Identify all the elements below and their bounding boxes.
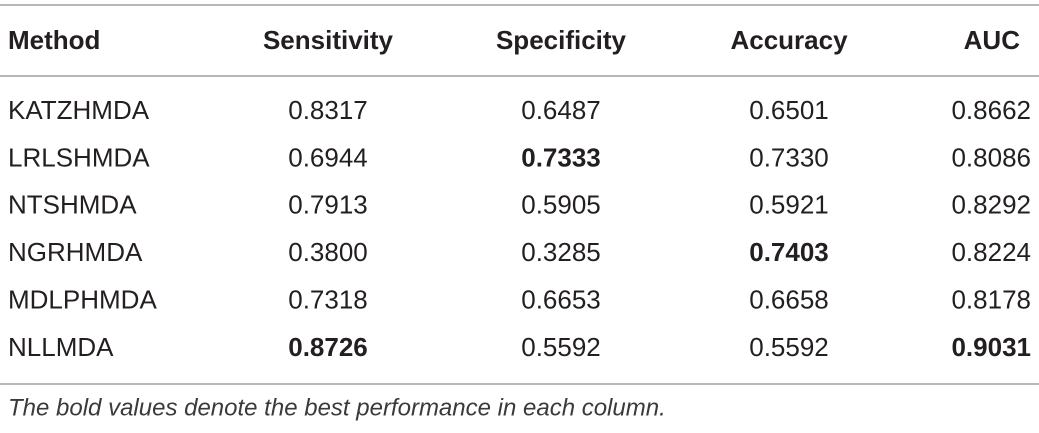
cell-value: 0.7913 bbox=[288, 190, 368, 220]
cell-value: 0.7318 bbox=[288, 284, 368, 314]
cell-value: 0.8178 bbox=[951, 284, 1031, 314]
column-header: Method bbox=[8, 25, 100, 55]
cell-value: 0.6658 bbox=[749, 284, 829, 314]
method-name: NLLMDA bbox=[8, 332, 114, 362]
cell-value: 0.8292 bbox=[951, 190, 1031, 220]
cell-value: 0.8317 bbox=[288, 95, 368, 125]
cell-value: 0.3800 bbox=[288, 237, 368, 267]
cell-value: 0.7333 bbox=[521, 142, 601, 172]
cell-value: 0.6944 bbox=[288, 142, 368, 172]
cell-value: 0.5921 bbox=[749, 190, 829, 220]
method-name: NGRHMDA bbox=[8, 237, 143, 267]
cell-value: 0.8726 bbox=[288, 332, 368, 362]
cell-value: 0.6487 bbox=[521, 95, 601, 125]
method-name: LRLSHMDA bbox=[8, 142, 150, 172]
cell-value: 0.7330 bbox=[749, 142, 829, 172]
cell-value: 0.9031 bbox=[951, 332, 1031, 362]
cell-value: 0.3285 bbox=[521, 237, 601, 267]
method-name: MDLPHMDA bbox=[8, 284, 157, 314]
cell-value: 0.5905 bbox=[521, 190, 601, 220]
column-header: Sensitivity bbox=[263, 25, 394, 55]
column-header: Accuracy bbox=[730, 25, 848, 55]
cell-value: 0.8086 bbox=[951, 142, 1031, 172]
cell-value: 0.6653 bbox=[521, 284, 601, 314]
cell-value: 0.8662 bbox=[951, 95, 1031, 125]
cell-value: 0.6501 bbox=[749, 95, 829, 125]
footnote: The bold values denote the best performa… bbox=[8, 394, 666, 421]
cell-value: 0.7403 bbox=[749, 237, 829, 267]
cell-value: 0.5592 bbox=[521, 332, 601, 362]
column-header: Specificity bbox=[496, 25, 627, 55]
cell-value: 0.5592 bbox=[749, 332, 829, 362]
method-name: NTSHMDA bbox=[8, 190, 137, 220]
column-header: AUC bbox=[964, 25, 1021, 55]
method-name: KATZHMDA bbox=[8, 95, 150, 125]
cell-value: 0.8224 bbox=[951, 237, 1031, 267]
